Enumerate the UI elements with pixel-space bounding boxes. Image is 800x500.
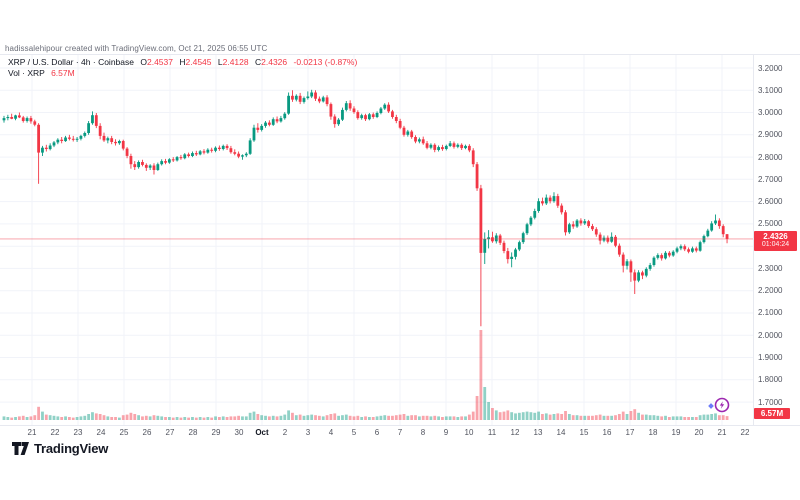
price-tick-label: 2.1000 <box>758 308 783 318</box>
time-tick-label: 15 <box>579 428 589 437</box>
price-tick-label: 1.7000 <box>758 397 783 407</box>
time-tick-label: 19 <box>671 428 681 437</box>
price-tick-label: 1.8000 <box>758 375 783 385</box>
time-tick-label: 8 <box>420 428 426 437</box>
top-separator <box>0 54 800 55</box>
tradingview-logo-text: TradingView <box>34 441 109 456</box>
legend: XRP / U.S. Dollar · 4h · Coinbase O2.453… <box>8 57 357 79</box>
tradingview-logo-icon <box>12 442 29 455</box>
time-tick-label: 6 <box>374 428 380 437</box>
volume-badge: 6.57M <box>754 408 790 419</box>
change-value: -0.0213 (-0.87%) <box>293 57 358 67</box>
time-tick-label: 12 <box>510 428 520 437</box>
time-tick-label: 28 <box>188 428 198 437</box>
volume-label[interactable]: Vol · XRP <box>8 68 45 78</box>
low-label: L <box>217 57 223 67</box>
time-tick-label: 3 <box>305 428 311 437</box>
high-value: 2.4545 <box>185 57 212 67</box>
time-tick-label: 4 <box>328 428 334 437</box>
price-tick-label: 1.9000 <box>758 353 783 362</box>
time-axis-separator <box>0 425 800 426</box>
time-tick-label: 29 <box>211 428 221 437</box>
price-tick-label: 3.2000 <box>758 63 783 73</box>
time-tick-label: 22 <box>50 428 60 437</box>
time-tick-label: Oct <box>255 428 269 437</box>
time-tick-label: 16 <box>602 428 612 437</box>
time-tick-label: 20 <box>694 428 704 437</box>
price-tick-label: 2.8000 <box>758 152 783 162</box>
last-price-badge: 2.4326 01:04:24 <box>754 231 797 251</box>
price-axis-separator <box>753 55 754 425</box>
time-tick-label: 13 <box>533 428 543 437</box>
time-tick-label: 14 <box>556 428 566 437</box>
open-label: O <box>140 57 147 67</box>
tradingview-logo[interactable]: TradingView <box>12 441 108 456</box>
time-tick-label: 26 <box>142 428 152 437</box>
volume-value: 6.57M <box>51 68 75 78</box>
time-tick-label: 11 <box>487 428 497 437</box>
time-tick-label: 24 <box>96 428 106 437</box>
price-tick-label: 2.9000 <box>758 130 783 140</box>
close-value: 2.4326 <box>261 57 288 67</box>
last-price-value: 2.4326 <box>763 232 788 241</box>
legend-volume-row: Vol · XRP 6.57M <box>8 68 357 79</box>
legend-symbol-row: XRP / U.S. Dollar · 4h · Coinbase O2.453… <box>8 57 357 68</box>
price-tick-label: 2.2000 <box>758 286 783 296</box>
attribution-text: hadissalehipour created with TradingView… <box>5 44 268 53</box>
high-label: H <box>179 57 186 67</box>
bar-countdown: 01:04:24 <box>761 241 790 248</box>
price-tick-label: 3.1000 <box>758 85 783 95</box>
time-tick-label: 23 <box>73 428 83 437</box>
event-flash-icon[interactable] <box>705 395 731 415</box>
low-value: 2.4128 <box>222 57 249 67</box>
price-tick-label: 2.3000 <box>758 263 783 273</box>
time-tick-label: 30 <box>234 428 244 437</box>
time-tick-label: 17 <box>625 428 635 437</box>
time-tick-label: 10 <box>464 428 474 437</box>
open-value: 2.4537 <box>146 57 173 67</box>
price-tick-label: 2.5000 <box>758 219 783 229</box>
time-tick-label: 27 <box>165 428 175 437</box>
time-tick-label: 25 <box>119 428 129 437</box>
symbol-title[interactable]: XRP / U.S. Dollar · 4h · Coinbase <box>8 57 134 67</box>
close-label: C <box>254 57 262 67</box>
time-tick-label: 21 <box>27 428 37 437</box>
time-tick-label: 7 <box>397 428 403 437</box>
time-tick-label: 18 <box>648 428 658 437</box>
time-tick-label: 22 <box>740 428 750 437</box>
price-tick-label: 2.6000 <box>758 197 783 207</box>
time-tick-label: 9 <box>443 428 449 437</box>
time-tick-label: 21 <box>717 428 727 437</box>
price-tick-label: 3.0000 <box>758 108 783 118</box>
price-tick-label: 2.7000 <box>758 174 783 184</box>
price-tick-label: 2.0000 <box>758 330 783 340</box>
time-tick-label: 5 <box>351 428 357 437</box>
time-tick-label: 2 <box>282 428 288 437</box>
